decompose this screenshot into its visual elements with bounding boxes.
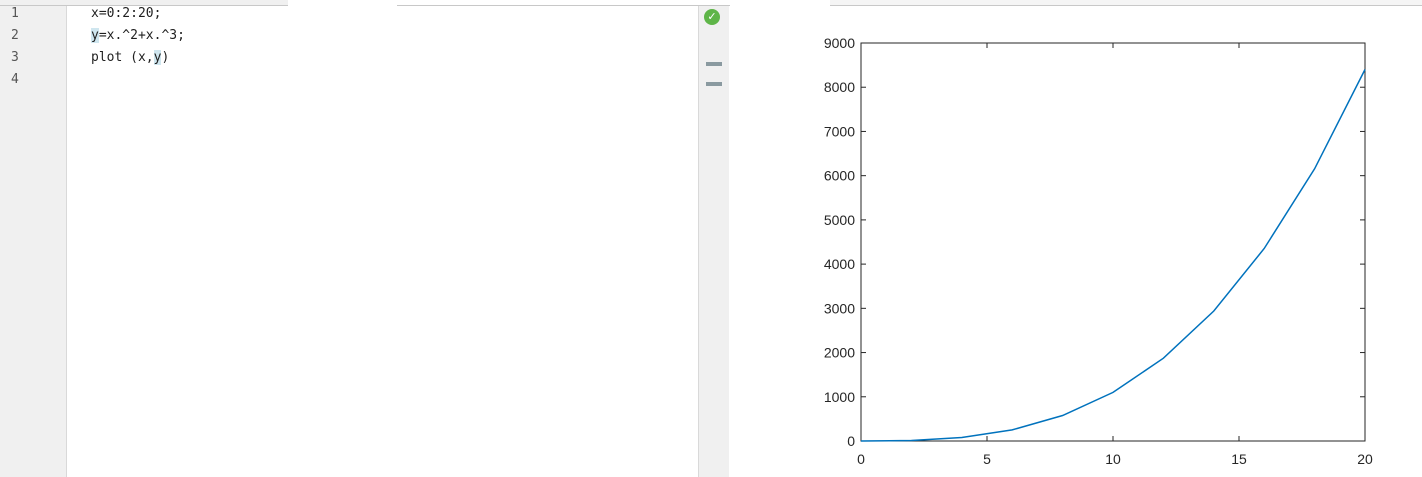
y-tick-label: 5000 <box>824 212 855 228</box>
analyzer-marker[interactable] <box>706 62 722 66</box>
editor-tab[interactable] <box>0 0 74 6</box>
line-number: 4 <box>11 72 19 87</box>
y-tick-label: 4000 <box>824 256 855 272</box>
y-tick-label: 0 <box>847 433 855 449</box>
plot-axes[interactable]: 0 5 10 15 20 0 1000 2000 3000 4000 5000 6000 7000 800… <box>730 0 1422 477</box>
figure-toolbar-edge <box>830 0 1422 6</box>
y-tick-label: 1000 <box>824 389 855 405</box>
code-editor[interactable]: 1 2 3 4 x=0:2:20; y=x.^2+x.^3; plot (x,y… <box>0 0 742 477</box>
line-number: 1 <box>11 6 19 21</box>
x-tick-label: 5 <box>983 451 991 467</box>
variable-highlight: y <box>153 50 162 65</box>
y-tick-label: 8000 <box>824 79 855 95</box>
editor-tab[interactable] <box>397 0 742 6</box>
code-line[interactable]: y=x.^2+x.^3; <box>91 25 185 47</box>
code-text: ) <box>161 50 170 65</box>
y-tick-label: 9000 <box>824 35 855 51</box>
analyzer-marker[interactable] <box>706 82 722 86</box>
editor-tab[interactable] <box>74 0 182 6</box>
code-text: plot (x, <box>91 50 154 65</box>
y-tick-label: 3000 <box>824 300 855 316</box>
x-tick-label: 0 <box>857 451 865 467</box>
code-text: =x.^2+x.^3; <box>98 28 185 43</box>
line-number: 3 <box>11 50 19 65</box>
check-circle-icon[interactable]: ✓ <box>704 9 720 25</box>
line-number-gutter: 1 2 3 4 <box>0 6 67 477</box>
code-line[interactable]: plot (x,y) <box>91 47 169 69</box>
code-text: x=0:2:20; <box>91 6 162 21</box>
editor-tab[interactable] <box>182 0 288 6</box>
y-tick-label: 7000 <box>824 123 855 139</box>
axes-box <box>860 42 1366 442</box>
x-tick-label: 15 <box>1231 451 1247 467</box>
variable-highlight: y <box>91 28 99 43</box>
series-line <box>860 69 1366 442</box>
y-tick-label: 6000 <box>824 168 855 184</box>
code-line[interactable]: x=0:2:20; <box>91 3 161 25</box>
figure-window: 0 5 10 15 20 0 1000 2000 3000 4000 5000 6000 7000 800… <box>730 0 1422 477</box>
analyzer-rail: ✓ <box>698 6 729 477</box>
line-number: 2 <box>11 28 19 43</box>
x-tick-label: 20 <box>1357 451 1373 467</box>
x-tick-label: 10 <box>1105 451 1121 467</box>
y-tick-label: 2000 <box>824 345 855 361</box>
editor-tab-strip <box>0 0 742 6</box>
